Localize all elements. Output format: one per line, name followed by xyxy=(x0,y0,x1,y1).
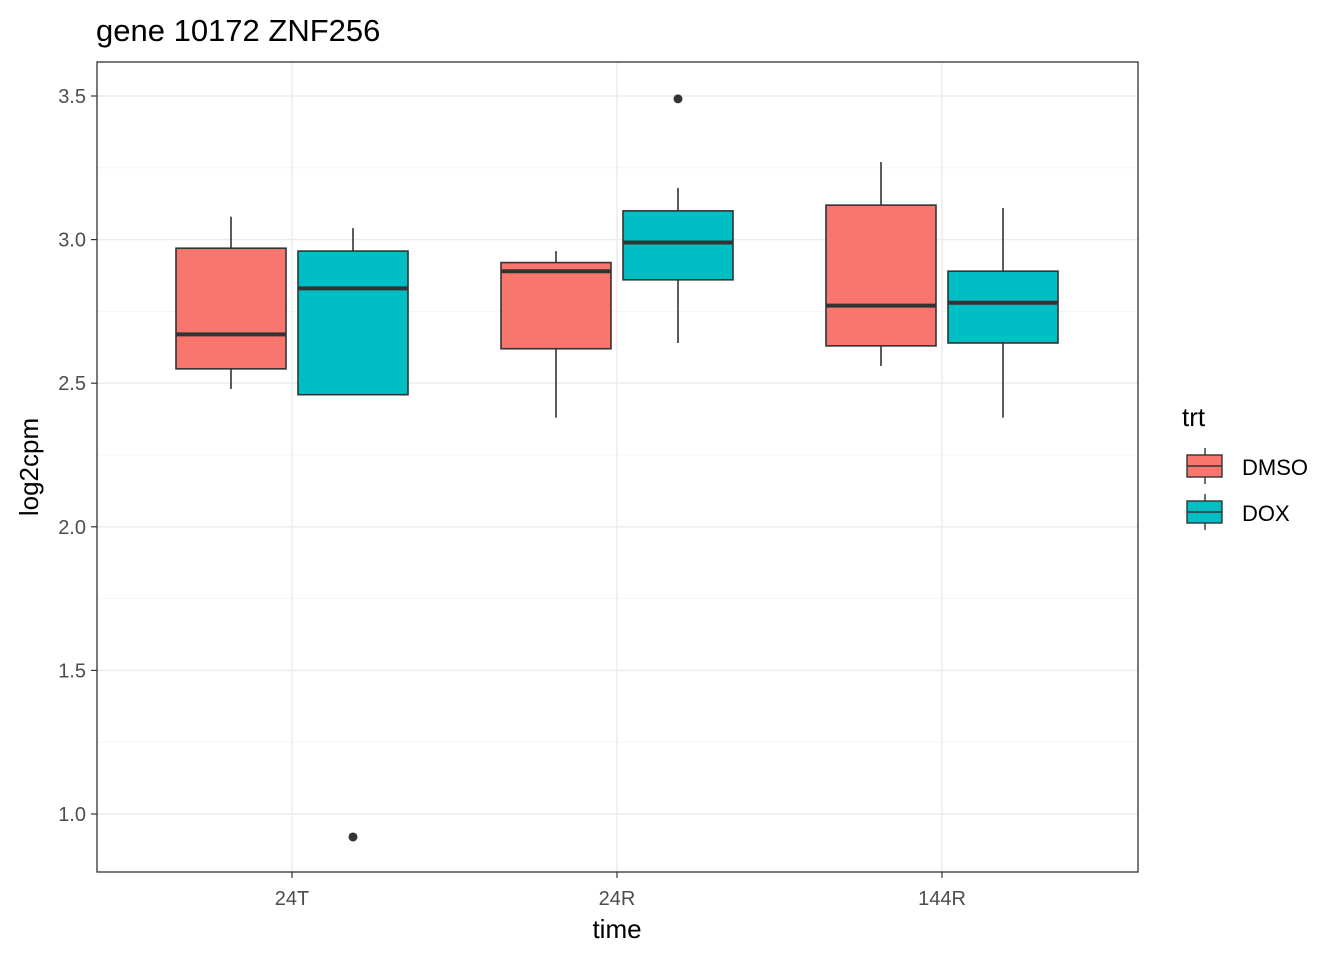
y-tick-label: 3.5 xyxy=(58,86,86,108)
x-tick-label: 24T xyxy=(275,888,309,910)
y-axis-label: log2cpm xyxy=(14,418,44,516)
box-dox-24t xyxy=(297,250,409,396)
outlier-point xyxy=(673,94,683,104)
box-dox-24r xyxy=(622,210,734,281)
y-tick-label: 2.5 xyxy=(58,373,86,395)
y-tick-label: 1.0 xyxy=(58,804,86,826)
x-axis-label: time xyxy=(592,914,641,944)
outlier-point xyxy=(348,832,358,842)
legend-label-dmso: DMSO xyxy=(1242,455,1308,480)
legend-label-dox: DOX xyxy=(1242,501,1290,526)
legend: trt DMSO DOX xyxy=(1182,402,1308,530)
x-tick-label: 24R xyxy=(599,888,636,910)
grid xyxy=(97,62,1138,872)
axes: 1.0 1.5 2.0 2.5 3.0 3.5 24T 24R 144R xyxy=(58,86,966,910)
x-tick-label: 144R xyxy=(918,888,966,910)
y-tick-label: 2.0 xyxy=(58,517,86,539)
box-dox-144r xyxy=(947,270,1059,344)
box-dmso-24r xyxy=(500,261,612,350)
box-dmso-24t xyxy=(175,247,287,370)
box-dmso-144r xyxy=(825,204,937,347)
boxes xyxy=(175,94,1059,842)
chart-title: gene 10172 ZNF256 xyxy=(96,13,380,48)
legend-title: trt xyxy=(1182,402,1206,432)
y-tick-label: 1.5 xyxy=(58,660,86,682)
y-tick-label: 3.0 xyxy=(58,230,86,252)
